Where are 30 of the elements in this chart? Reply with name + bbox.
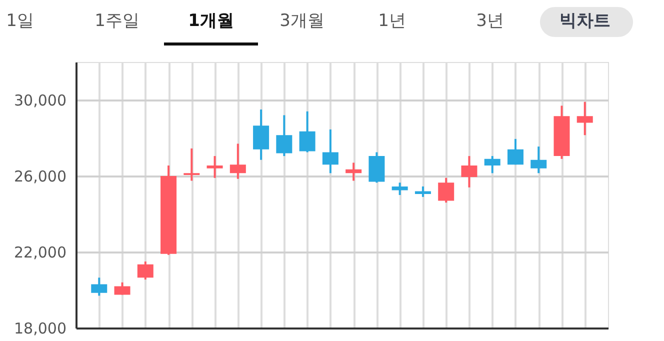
y-tick-label: 30,000 — [14, 92, 66, 110]
candlestick — [576, 100, 593, 136]
candlestick — [414, 185, 431, 198]
candlestick — [184, 147, 200, 182]
text: 빅차트 — [560, 11, 610, 31]
text: 3년 — [476, 11, 504, 31]
candlestick — [230, 142, 246, 180]
y-tick-label: 22,000 — [14, 244, 66, 262]
candlestick — [253, 108, 270, 161]
candlestick — [484, 155, 500, 174]
text: 1일 — [6, 11, 34, 31]
y-tick-label: 18,000 — [14, 320, 66, 338]
candlestick — [322, 128, 338, 174]
text: 1년 — [378, 11, 406, 31]
candlestick — [276, 114, 292, 158]
candlestick — [438, 176, 454, 204]
candlestick — [392, 182, 408, 196]
candlestick — [530, 146, 547, 174]
candlestick — [346, 162, 362, 182]
candlestick — [461, 155, 478, 188]
candlestick — [507, 138, 524, 166]
candlestick — [206, 155, 223, 179]
candlestick — [114, 281, 130, 296]
y-tick-label: 26,000 — [14, 168, 66, 186]
candlestick — [299, 110, 316, 154]
text: 1주일 — [94, 11, 140, 31]
candlestick — [137, 260, 154, 281]
text: 3개월 — [280, 11, 324, 31]
candlestick — [91, 276, 108, 297]
text: 1개월 — [188, 11, 234, 31]
